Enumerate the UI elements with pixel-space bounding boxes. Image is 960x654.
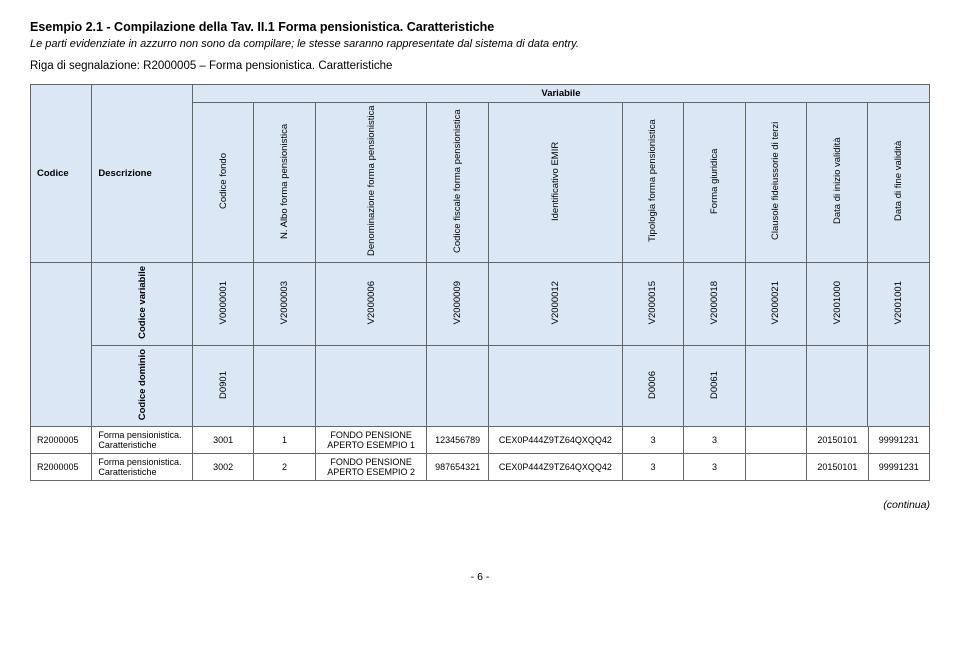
- row-codice-dominio: Codice dominioD0901D0006D0061: [31, 345, 930, 426]
- r0-v9: 99991231: [868, 427, 929, 454]
- col-h-8: Data di inizio validità: [806, 103, 867, 263]
- riga-segnalazione: Riga di segnalazione: R2000005 – Forma p…: [30, 60, 930, 72]
- col-h-3: Codice fiscale forma pensionistica: [427, 103, 488, 263]
- row-codice-variabile: Codice variabileV0000001V2000003V2000006…: [31, 263, 930, 346]
- r1-v6: 3: [684, 454, 745, 481]
- data-table: R2000005 Forma pensionistica. Caratteris…: [30, 426, 930, 481]
- r0-desc: Forma pensionistica. Caratteristiche: [92, 427, 193, 454]
- table-row: R2000005 Forma pensionistica. Caratteris…: [31, 427, 930, 454]
- r1-codice: R2000005: [31, 454, 92, 481]
- col-h-2: Denominazione forma pensionistica: [315, 103, 427, 263]
- col-h-4: Identificativo EMIR: [488, 103, 622, 263]
- col-h-1: N. Albo forma pensionistica: [254, 103, 315, 263]
- col-h-7: Clausole fideiussorie di terzi: [745, 103, 806, 263]
- r0-codice: R2000005: [31, 427, 92, 454]
- r0-v0: 3001: [192, 427, 253, 454]
- r1-desc: Forma pensionistica. Caratteristiche: [92, 454, 193, 481]
- col-h-0: Codice fondo: [192, 103, 253, 263]
- r1-v8: 20150101: [807, 454, 868, 481]
- page-title: Esempio 2.1 - Compilazione della Tav. II…: [30, 20, 930, 34]
- r1-v2: FONDO PENSIONE APERTO ESEMPIO 2: [315, 454, 427, 481]
- variabile-header: Variabile: [192, 85, 929, 103]
- r0-v2: FONDO PENSIONE APERTO ESEMPIO 1: [315, 427, 427, 454]
- page-subtitle: Le parti evidenziate in azzurro non sono…: [30, 38, 930, 50]
- col-codice-header: Codice: [31, 85, 92, 263]
- col-h-9: Data di fine validità: [868, 103, 930, 263]
- col-h-5: Tipologia forma pensionistica: [622, 103, 683, 263]
- r0-v4: CEX0P444Z9TZ64QXQQ42: [488, 427, 622, 454]
- r1-v7: [745, 454, 806, 481]
- main-table: Codice Descrizione Variabile Codice fond…: [30, 84, 930, 427]
- header-row-variabile: Codice Descrizione Variabile: [31, 85, 930, 103]
- r1-v0: 3002: [192, 454, 253, 481]
- r1-v3: 987654321: [427, 454, 488, 481]
- r1-v5: 3: [622, 454, 683, 481]
- table-row: R2000005 Forma pensionistica. Caratteris…: [31, 454, 930, 481]
- page-number: - 6 -: [30, 571, 930, 583]
- r1-v9: 99991231: [868, 454, 929, 481]
- col-desc-header: Descrizione: [92, 85, 192, 263]
- r0-v7: [745, 427, 806, 454]
- r0-v8: 20150101: [807, 427, 868, 454]
- footer-continua: (continua): [30, 499, 930, 511]
- r0-v3: 123456789: [427, 427, 488, 454]
- r0-v1: 1: [254, 427, 315, 454]
- r1-v4: CEX0P444Z9TZ64QXQQ42: [488, 454, 622, 481]
- r0-v6: 3: [684, 427, 745, 454]
- r0-v5: 3: [622, 427, 683, 454]
- r1-v1: 2: [254, 454, 315, 481]
- col-h-6: Forma giuridica: [684, 103, 745, 263]
